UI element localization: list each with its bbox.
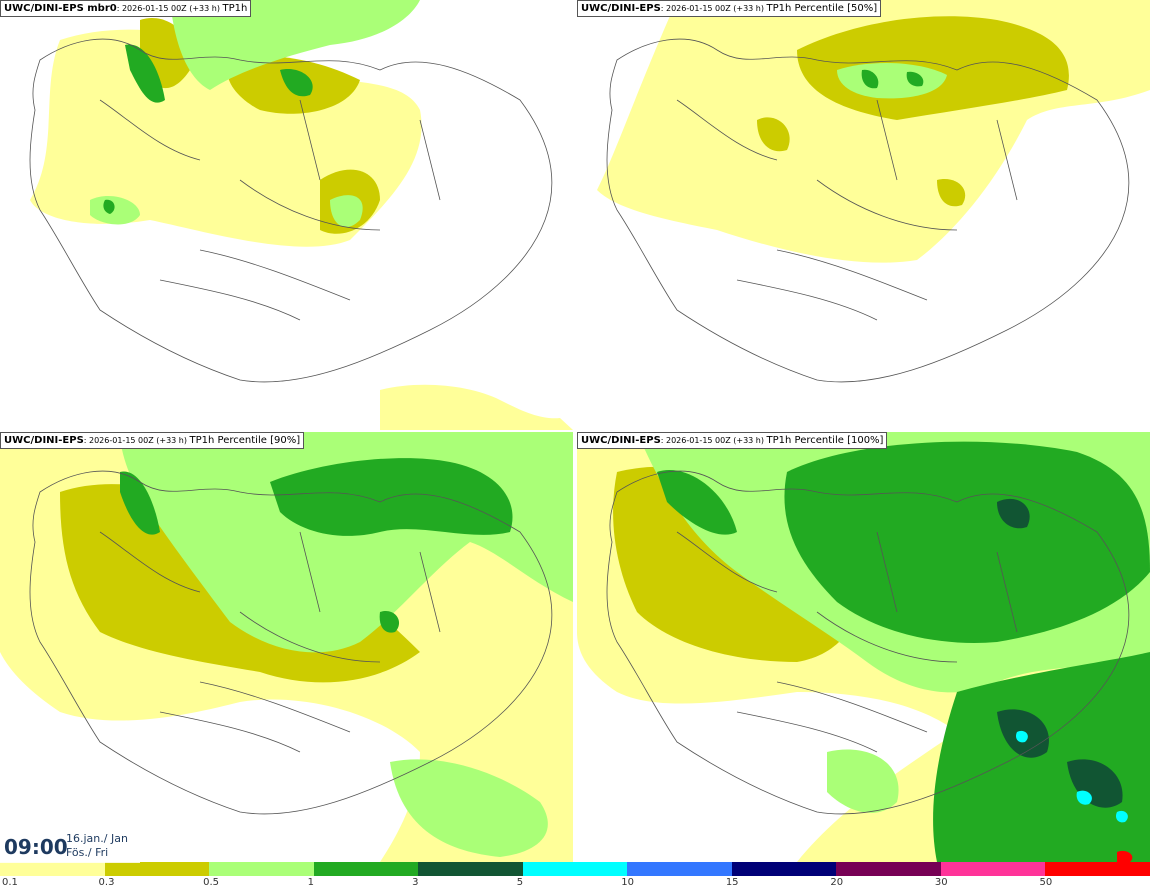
legend-label: 0.3 bbox=[98, 877, 115, 888]
coastline bbox=[606, 38, 1130, 383]
legend-swatch bbox=[0, 862, 106, 876]
precip-map-p90 bbox=[0, 432, 573, 862]
map-panel-p90: UWC/DINI-EPS: 2026-01-15 00Z (+33 h) TP1… bbox=[0, 432, 573, 862]
map-panel-p100: UWC/DINI-EPS: 2026-01-15 00Z (+33 h) TP1… bbox=[577, 432, 1150, 862]
legend-swatch bbox=[418, 862, 524, 876]
panel-title: UWC/DINI-EPS: 2026-01-15 00Z (+33 h) TP1… bbox=[577, 0, 882, 17]
precip-green bbox=[657, 441, 1150, 862]
precip-map-p50 bbox=[597, 0, 1150, 383]
coastline bbox=[606, 470, 1130, 815]
valid-time: 09:00 bbox=[4, 835, 68, 859]
panel-title: UWC/DINI-EPS: 2026-01-15 00Z (+33 h) TP1… bbox=[0, 432, 305, 449]
panel-title: UWC/DINI-EPS: 2026-01-15 00Z (+33 h) TP1… bbox=[577, 432, 888, 449]
precip-map-mbr0 bbox=[29, 0, 573, 430]
valid-date-line2: Fös./ Fri bbox=[66, 846, 109, 859]
precip-green bbox=[120, 458, 513, 633]
panel-divider-horizontal bbox=[0, 430, 1150, 432]
legend-label: 5 bbox=[516, 877, 524, 888]
legend-label: 0.5 bbox=[203, 877, 219, 888]
color-legend: 0.1 0.3 0.5 1 3 5 10 15 20 30 50 bbox=[0, 862, 1150, 891]
legend-label: 20 bbox=[830, 877, 844, 888]
legend-label: 50 bbox=[1039, 877, 1053, 888]
precip-green bbox=[861, 69, 924, 89]
precip-map-p100 bbox=[577, 432, 1150, 862]
legend-swatch bbox=[940, 862, 1047, 876]
precip-green bbox=[103, 44, 313, 214]
legend-swatch bbox=[522, 862, 629, 876]
legend-swatch bbox=[836, 862, 942, 876]
valid-date-line1: 16.jan./ Jan bbox=[66, 832, 128, 845]
legend-label: 0.1 bbox=[2, 877, 18, 888]
map-panel-mbr0: UWC/DINI-EPS mbr0: 2026-01-15 00Z (+33 h… bbox=[0, 0, 573, 430]
coastline bbox=[29, 38, 553, 383]
legend-swatch bbox=[1045, 862, 1150, 876]
legend-swatch bbox=[313, 862, 420, 876]
map-panel-p50: UWC/DINI-EPS: 2026-01-15 00Z (+33 h) TP1… bbox=[577, 0, 1150, 430]
precip-red bbox=[1117, 850, 1133, 862]
legend-label: 3 bbox=[412, 877, 419, 888]
legend-label: 30 bbox=[934, 877, 948, 888]
legend-swatch bbox=[731, 862, 838, 876]
precip-cyan bbox=[1015, 730, 1128, 823]
legend-swatch bbox=[209, 862, 315, 876]
precip-lightgreen bbox=[90, 0, 420, 228]
valid-time-box: 09:00 16.jan./ Jan Fös./ Fri bbox=[0, 829, 140, 863]
legend-swatch bbox=[627, 862, 733, 876]
panel-title: UWC/DINI-EPS mbr0: 2026-01-15 00Z (+33 h… bbox=[0, 0, 252, 17]
legend-swatch bbox=[104, 862, 211, 876]
legend-label: 10 bbox=[621, 877, 634, 888]
valid-date: 16.jan./ Jan Fös./ Fri bbox=[66, 832, 128, 860]
legend-label: 1 bbox=[307, 877, 314, 888]
coastline bbox=[29, 470, 553, 815]
legend-label: 15 bbox=[725, 877, 739, 888]
